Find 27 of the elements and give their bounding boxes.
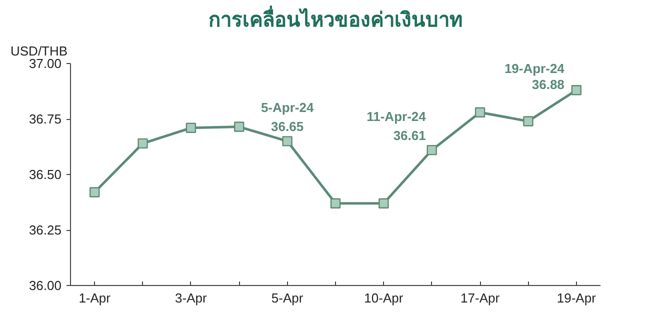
text: 11-Apr-24 36.61 xyxy=(366,109,426,144)
y-tick-label: 36.50 xyxy=(28,167,62,182)
x-tick-label: 3-Apr xyxy=(175,290,208,306)
x-tick-label: 19-Apr xyxy=(556,290,597,306)
y-axis-title: USD/THB xyxy=(10,44,68,58)
x-tick-label: 1-Apr xyxy=(78,290,112,306)
text: 19-Apr-24 36.88 xyxy=(504,61,564,92)
point xyxy=(330,198,341,208)
text: 5-Apr-24 36.65 xyxy=(260,100,314,134)
y-tick-label: 36.25 xyxy=(28,222,62,238)
point xyxy=(89,187,100,198)
point xyxy=(186,122,196,133)
point xyxy=(234,122,244,132)
point xyxy=(282,136,292,146)
point xyxy=(378,198,389,208)
point xyxy=(426,144,437,156)
y-tick-label: 36.75 xyxy=(28,112,62,126)
point xyxy=(523,116,534,126)
x-tick-label: 10-Apr xyxy=(364,290,404,306)
chart-title: การเคลื่อนไหวของค่าเงินบาท xyxy=(208,4,462,32)
y-tick-label: 36.00 xyxy=(28,278,62,293)
point xyxy=(474,107,486,118)
x-tick-label: 5-Apr xyxy=(271,290,304,306)
y-tick-label: 37.00 xyxy=(28,56,62,71)
point xyxy=(138,138,148,149)
x-tick-label: 17-Apr xyxy=(460,290,500,306)
point xyxy=(571,85,582,96)
